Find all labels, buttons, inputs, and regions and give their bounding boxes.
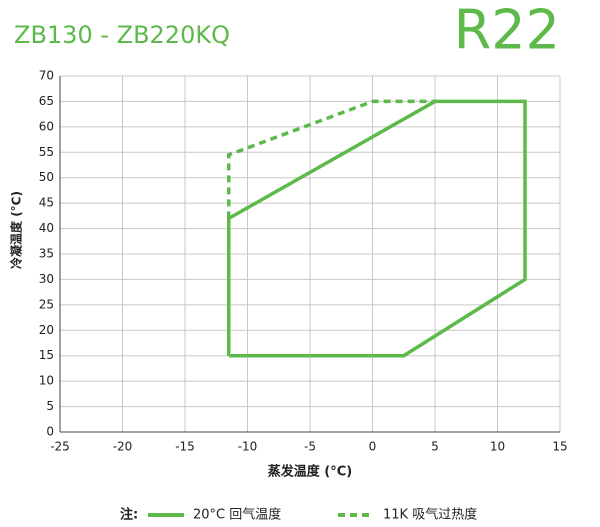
y-tick-label: 55	[39, 145, 54, 159]
x-tick-label: 10	[490, 440, 505, 454]
y-tick-label: 10	[39, 374, 54, 388]
y-tick-label: 30	[39, 272, 54, 286]
y-tick-label: 40	[39, 221, 54, 235]
x-axis-label: 蒸发温度 (°C)	[268, 464, 352, 480]
y-tick-label: 65	[39, 94, 54, 108]
chart-title: ZB130 - ZB220KQ	[14, 21, 230, 49]
y-tick-label: 0	[46, 425, 54, 439]
legend-label: 11K 吸气过热度	[383, 507, 477, 523]
y-axis-label: 冷凝温度 (°C)	[9, 191, 24, 269]
y-tick-label: 25	[39, 297, 54, 311]
y-tick-label: 60	[39, 119, 54, 133]
y-tick-label: 20	[39, 323, 54, 337]
x-tick-label: 0	[369, 440, 377, 454]
legend-title: 注:	[120, 507, 138, 523]
x-tick-label: -5	[304, 440, 316, 454]
y-tick-label: 35	[39, 247, 54, 261]
x-tick-label: 5	[431, 440, 439, 454]
x-tick-label: 15	[552, 440, 567, 454]
y-tick-label: 70	[39, 69, 54, 83]
y-tick-label: 15	[39, 348, 54, 362]
y-tick-label: 45	[39, 196, 54, 210]
x-tick-label: -20	[113, 440, 133, 454]
x-tick-label: -25	[50, 440, 70, 454]
y-tick-label: 5	[46, 399, 54, 413]
x-tick-label: -15	[175, 440, 195, 454]
y-tick-label: 50	[39, 170, 54, 184]
chart-subtitle: R22	[454, 0, 560, 62]
legend-label: 20°C 回气温度	[193, 507, 281, 523]
x-tick-label: -10	[238, 440, 258, 454]
